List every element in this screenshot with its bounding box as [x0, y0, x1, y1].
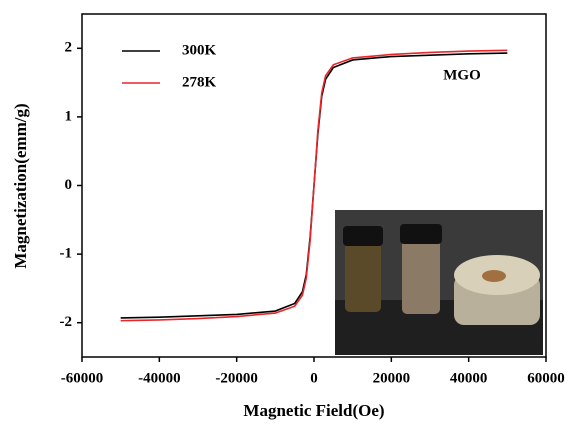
- y-tick-label: -2: [60, 314, 73, 330]
- x-tick-label: 20000: [373, 370, 411, 386]
- y-tick-label: 2: [65, 40, 73, 56]
- inset-photo: [335, 210, 543, 355]
- y-tick-label: 1: [65, 108, 73, 124]
- x-tick-label: -60000: [61, 370, 104, 386]
- y-tick-label: -1: [60, 246, 73, 262]
- chart: MGO Magnetic Field(Oe) Magnetization(emm…: [0, 0, 573, 425]
- x-axis-label: Magnetic Field(Oe): [243, 401, 384, 420]
- x-tick-label: 60000: [527, 370, 565, 386]
- x-tick-label: 40000: [450, 370, 488, 386]
- x-tick-label: 0: [310, 370, 318, 386]
- legend-label: 278K: [182, 74, 217, 90]
- legend-label: 300K: [182, 42, 217, 58]
- y-axis-label: Magnetization(emm/g): [11, 103, 30, 268]
- x-tick-label: -20000: [215, 370, 258, 386]
- y-tick-label: 0: [65, 177, 73, 193]
- x-tick-label: -40000: [138, 370, 181, 386]
- annotation: MGO: [443, 67, 481, 83]
